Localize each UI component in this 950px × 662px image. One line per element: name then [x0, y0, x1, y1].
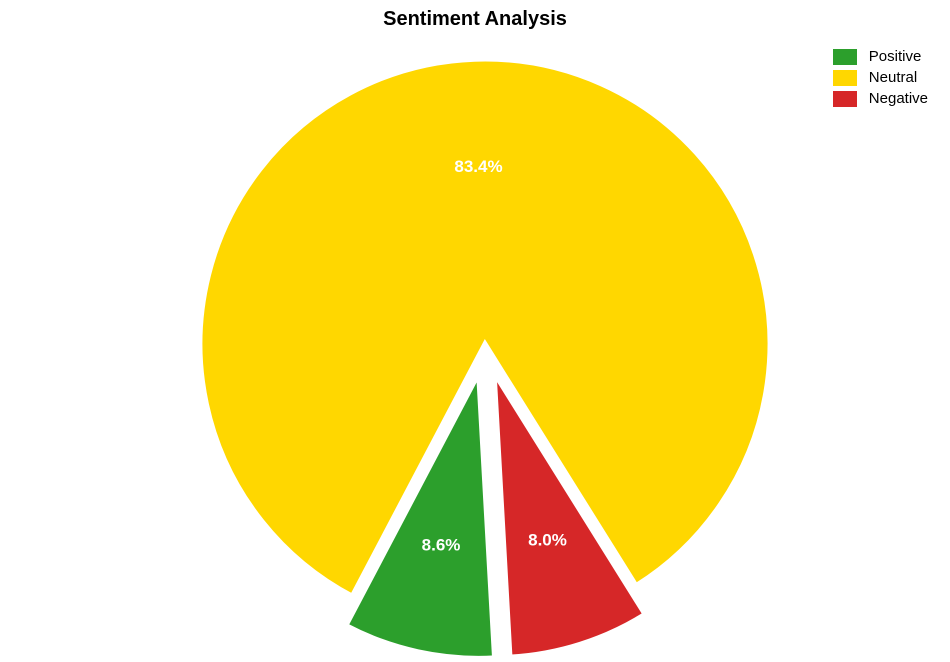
legend-label-positive: Positive	[869, 48, 922, 65]
slice-label-neutral: 83.4%	[454, 157, 502, 176]
sentiment-pie-chart: Sentiment Analysis 83.4%8.6%8.0% Positiv…	[0, 0, 950, 662]
legend-item-positive: Positive	[833, 48, 928, 65]
legend-swatch-positive	[833, 49, 857, 65]
legend: Positive Neutral Negative	[833, 48, 928, 111]
legend-swatch-neutral	[833, 70, 857, 86]
pie-svg: 83.4% 8.6% 8.0%	[0, 0, 950, 662]
legend-item-negative: Negative	[833, 90, 928, 107]
legend-swatch-negative	[833, 91, 857, 107]
slice-label-positive: 8.6%	[422, 535, 461, 554]
legend-label-negative: Negative	[869, 90, 928, 107]
legend-item-neutral: Neutral	[833, 69, 928, 86]
slice-label-negative: 8.0%	[528, 531, 567, 550]
legend-label-neutral: Neutral	[869, 69, 917, 86]
